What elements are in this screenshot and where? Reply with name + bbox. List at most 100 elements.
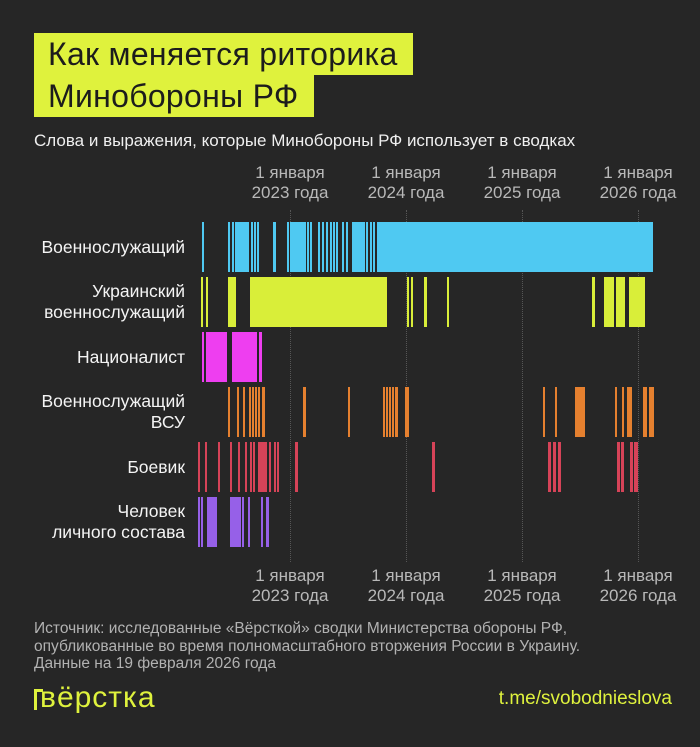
timeline-segment [254,222,256,272]
timeline-segment [621,442,624,492]
telegram-link[interactable]: t.me/svobodnieslova [498,688,672,709]
timeline-segment [383,387,385,437]
timeline-segment [258,387,260,437]
title-line-2: Минобороны РФ [34,75,314,117]
timeline-segment [295,442,298,492]
verstka-logo: вёрстка [34,681,156,715]
gridline [406,210,407,562]
verstka-logo-text: вёрстка [40,681,156,714]
source-line-1: Источник: исследованные «Вёрсткой» сводк… [34,620,568,637]
timeline-segment [257,222,259,272]
timeline-segment [389,387,391,437]
source-line-3: Данные на 19 февраля 2026 года [34,655,276,672]
timeline-segment [198,442,200,492]
timeline-segment [228,277,236,327]
timeline-segment [553,442,556,492]
timeline-segment [342,222,344,272]
timeline-segment [310,222,312,272]
timeline-segment [235,222,249,272]
timeline-segment [627,387,632,437]
timeline-segment [616,277,625,327]
timeline-segment [237,387,239,437]
timeline-segment [575,387,585,437]
x-axis-label-top: 1 января 2024 года [367,163,445,202]
timeline-segment [248,497,250,547]
row-label: Боевик [127,456,185,477]
row-label: Военнослужащий [41,236,186,257]
timeline-segment [558,442,561,492]
timeline-segment [206,277,208,327]
timeline-segment [604,277,614,327]
timeline-segment [643,387,647,437]
timeline-segment [201,497,203,547]
timeline-segment [255,387,257,437]
timeline-segment [238,442,240,492]
timeline-segment [318,222,320,272]
timeline-segment [407,277,409,327]
timeline-segment [366,222,368,272]
timeline-segment [251,222,253,272]
timeline-segment [629,277,645,327]
timeline-segment [201,277,203,327]
timeline-segment [262,387,265,437]
timeline-segment [290,222,306,272]
timeline-segment [198,497,200,547]
timeline-segment [392,387,394,437]
verstka-logo-mark-icon [34,688,43,710]
source-note: Источник: исследованные «Вёрсткой» сводк… [34,620,674,673]
x-axis-label-top: 1 января 2023 года [251,163,329,202]
gridline [290,210,291,562]
timeline-segment [258,442,267,492]
timeline-segment [555,387,557,437]
timeline-segment [543,387,545,437]
timeline-segment [230,497,241,547]
timeline-segment [242,497,244,547]
timeline-segment [370,222,372,272]
timeline-segment [617,442,620,492]
timeline-segment [622,387,624,437]
gridline [638,210,639,562]
x-axis-label-top: 1 января 2026 года [599,163,677,202]
timeline-segment [411,277,413,327]
timeline-segment [424,277,427,327]
timeline-segment [245,442,247,492]
timeline-segment [322,222,324,272]
row-label: Украинский военнослужащий [44,281,185,322]
timeline-segment [395,387,398,437]
timeline-segment [202,222,204,272]
x-axis-label-bottom: 1 января 2025 года [483,566,561,605]
timeline-segment [592,277,595,327]
timeline-segment [303,387,306,437]
timeline-segment [205,442,207,492]
timeline-segment [333,222,335,272]
title-line-1: Как меняется риторика [34,33,413,75]
x-axis-label-bottom: 1 января 2023 года [251,566,329,605]
row-label: Националист [76,346,185,367]
timeline-segment [250,277,387,327]
source-line-2: опубликованные во время полномасштабного… [34,637,581,655]
timeline-segment [249,387,251,437]
timeline-segment [207,497,217,547]
timeline-segment [548,442,551,492]
timeline-segment [307,222,309,272]
timeline-segment [352,222,365,272]
timeline-segment [252,387,254,437]
timeline-segment [330,222,332,272]
timeline-segment [266,497,269,547]
timeline-segment [259,332,262,382]
timeline-segment [634,442,638,492]
timeline-segment [336,222,338,272]
timeline-segment [243,387,245,437]
x-axis-label-top: 1 января 2025 года [483,163,561,202]
chart-subtitle: Слова и выражения, которые Минобороны РФ… [34,131,576,150]
timeline-segment [432,442,435,492]
timeline-segment [386,387,388,437]
timeline-segment [326,222,328,272]
timeline-segment [287,222,289,272]
x-axis-label-bottom: 1 января 2026 года [599,566,677,605]
timeline-segment [277,442,279,492]
x-axis-label-bottom: 1 января 2024 года [367,566,445,605]
timeline-segment [405,387,409,437]
